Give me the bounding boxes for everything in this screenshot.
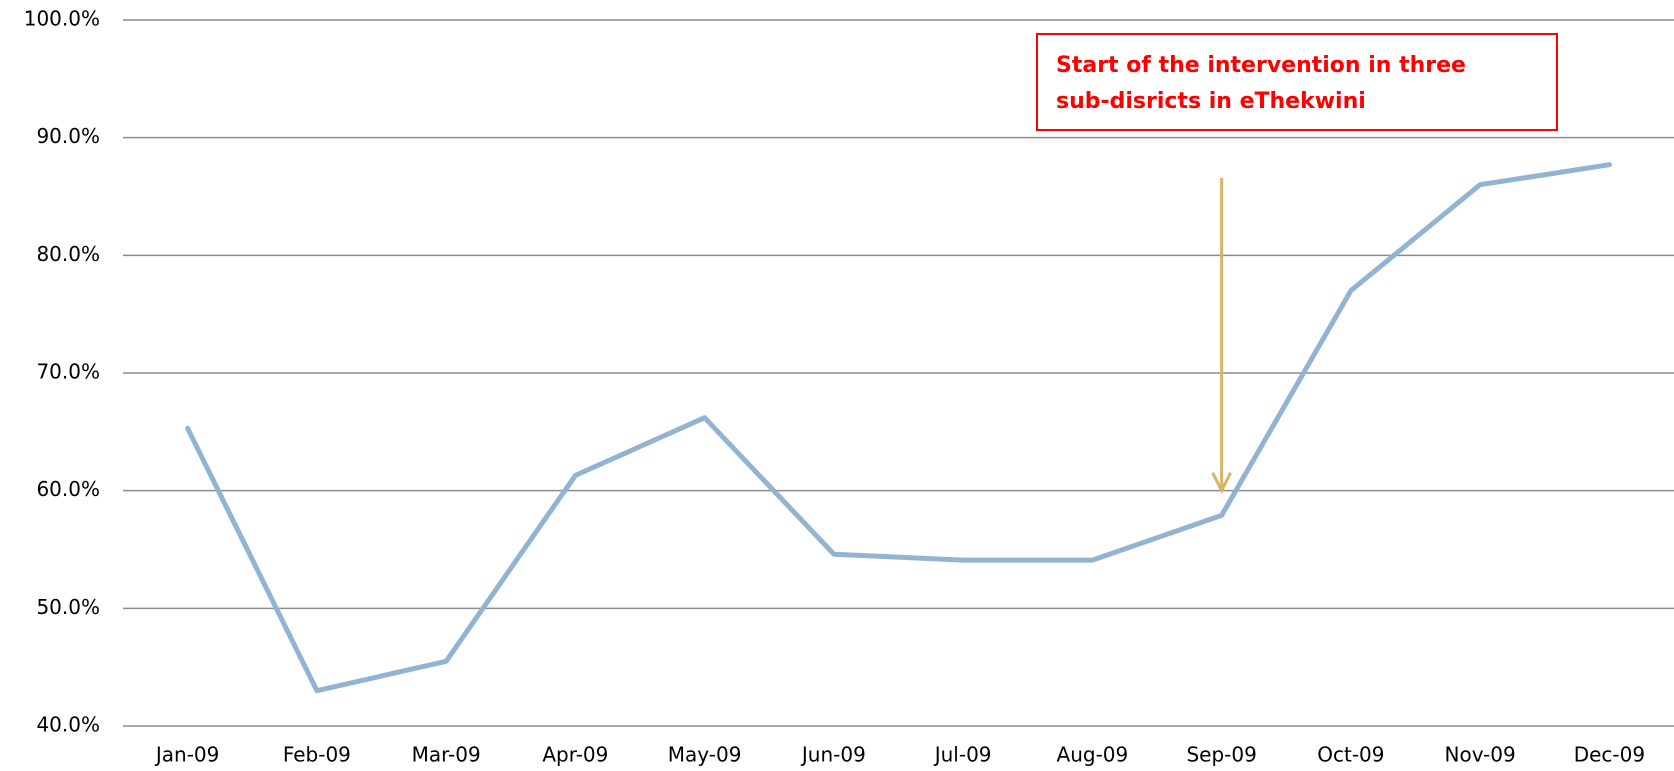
annotation-line: Start of the intervention in three bbox=[1056, 53, 1466, 78]
x-tick-label: Feb-09 bbox=[283, 743, 351, 767]
x-tick-label: Jun-09 bbox=[800, 743, 866, 767]
data-line bbox=[185, 162, 1612, 694]
x-tick-label: Oct-09 bbox=[1317, 743, 1384, 767]
annotation-box bbox=[1036, 33, 1558, 131]
y-tick-label: 100.0% bbox=[24, 7, 100, 31]
y-tick-label: 50.0% bbox=[36, 595, 100, 619]
x-tick-label: Mar-09 bbox=[412, 743, 481, 767]
x-tick-label: Dec-09 bbox=[1574, 743, 1645, 767]
x-tick-label: Aug-09 bbox=[1057, 743, 1129, 767]
x-tick-label: Sep-09 bbox=[1186, 743, 1256, 767]
annotation-arrowhead bbox=[1211, 471, 1232, 495]
annotation-line: sub-disricts in eThekwini bbox=[1056, 89, 1366, 114]
y-tick-label: 40.0% bbox=[36, 713, 100, 737]
y-tick-label: 70.0% bbox=[36, 360, 100, 384]
x-tick-label: Jul-09 bbox=[933, 743, 992, 767]
x-tick-label: May-09 bbox=[668, 743, 742, 767]
x-tick-label: Jan-09 bbox=[154, 743, 220, 767]
y-tick-label: 80.0% bbox=[36, 242, 100, 266]
y-tick-label: 60.0% bbox=[36, 477, 100, 501]
x-tick-label: Apr-09 bbox=[542, 743, 608, 767]
y-tick-label: 90.0% bbox=[36, 124, 100, 148]
x-tick-label: Nov-09 bbox=[1445, 743, 1516, 767]
